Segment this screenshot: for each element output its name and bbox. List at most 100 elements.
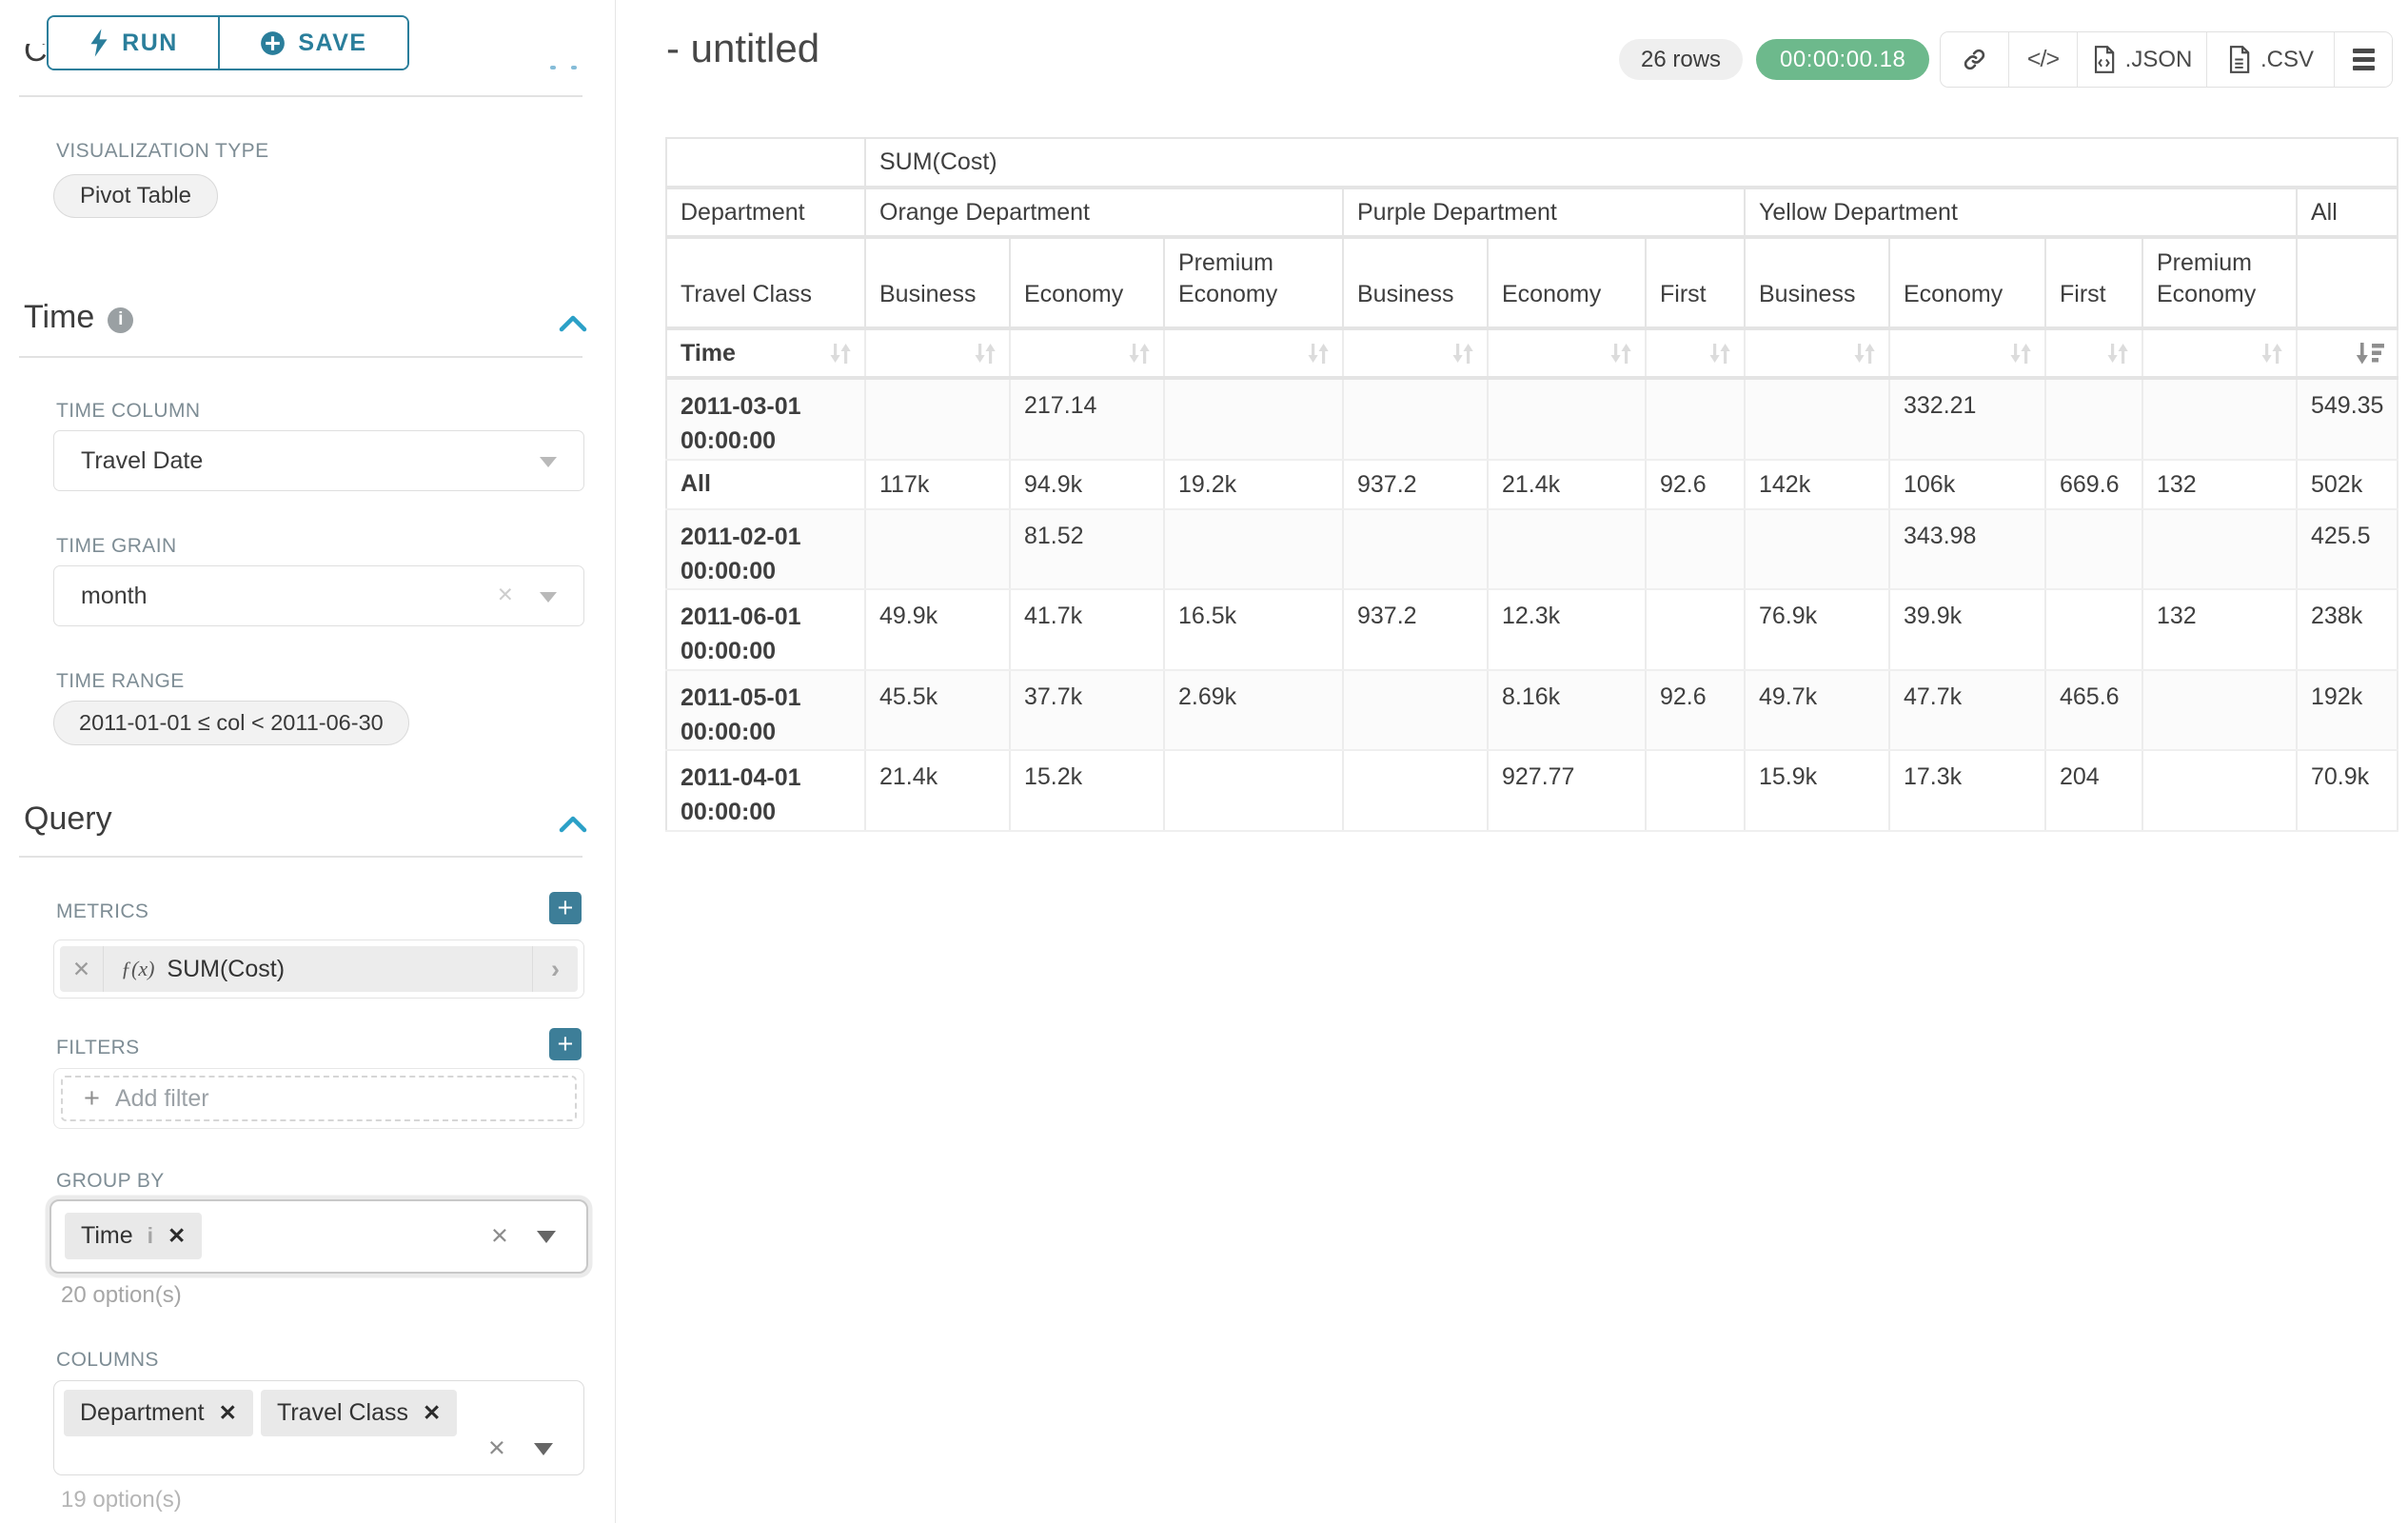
pivot-dimension-header: Travel Class — [666, 237, 865, 328]
pivot-sort-column[interactable] — [1343, 328, 1488, 378]
columns-chip[interactable]: Department ✕ — [64, 1390, 253, 1436]
sort-icon — [1449, 341, 1477, 366]
pivot-cell: 76.9k — [1745, 589, 1889, 670]
pivot-sort-column[interactable] — [865, 328, 1010, 378]
copy-link-button[interactable] — [1941, 32, 2009, 87]
viz-type-value: Pivot Table — [80, 183, 191, 209]
more-options-button[interactable] — [2335, 32, 2392, 87]
query-section-header: Query — [24, 801, 112, 838]
save-button-label: SAVE — [298, 30, 366, 57]
lightning-icon — [89, 29, 109, 57]
pivot-cell — [1646, 378, 1745, 460]
add-metric-button[interactable]: + — [549, 892, 582, 924]
json-file-icon — [2092, 46, 2116, 73]
pivot-cell: 39.9k — [1889, 589, 2045, 670]
pivot-class-header: First — [2045, 237, 2142, 328]
pivot-row: 2011-03-0100:00:00217.14332.21549.35 — [666, 378, 2398, 460]
save-button[interactable]: SAVE — [220, 17, 407, 69]
pivot-sort-column[interactable] — [1646, 328, 1745, 378]
pivot-cell: 132 — [2142, 460, 2297, 509]
metric-item[interactable]: ✕ ƒ(x) SUM(Cost) › — [60, 946, 578, 992]
add-filter-label: Add filter — [115, 1085, 209, 1113]
pivot-row: All117k94.9k19.2k937.221.4k92.6142k106k6… — [666, 460, 2398, 509]
remove-chip-icon[interactable]: ✕ — [219, 1400, 237, 1426]
pivot-sort-column[interactable] — [1889, 328, 2045, 378]
pivot-cell — [1488, 509, 1646, 590]
pivot-sort-column[interactable] — [2045, 328, 2142, 378]
pivot-sort-time[interactable]: Time — [666, 328, 865, 378]
pivot-cell: 425.5 — [2297, 509, 2398, 590]
info-icon: i — [148, 1223, 153, 1249]
pivot-sort-column[interactable] — [1488, 328, 1646, 378]
pivot-cell: 49.9k — [865, 589, 1010, 670]
pivot-sort-column[interactable] — [1745, 328, 1889, 378]
section-divider — [19, 356, 582, 358]
pivot-cell: 21.4k — [1488, 460, 1646, 509]
time-grain-select[interactable]: month × — [53, 565, 584, 626]
pivot-row-label: 2011-04-0100:00:00 — [666, 750, 865, 831]
group-by-chip[interactable]: Time i ✕ — [65, 1213, 202, 1259]
pivot-cell: 2.69k — [1164, 670, 1343, 751]
pivot-sort-column[interactable] — [1010, 328, 1164, 378]
expand-metric-icon[interactable]: › — [532, 946, 578, 992]
query-section-title: Query — [24, 801, 112, 838]
pivot-cell — [2142, 750, 2297, 831]
run-button[interactable]: RUN — [49, 17, 220, 69]
sort-icon — [1607, 341, 1635, 366]
metric-value: SUM(Cost) — [167, 956, 285, 983]
view-query-button[interactable]: </> — [2009, 32, 2078, 87]
time-column-select[interactable]: Travel Date — [53, 430, 584, 491]
export-json-button[interactable]: .JSON — [2078, 32, 2207, 87]
time-section-header: Time i — [24, 299, 133, 336]
chip-label: Time — [81, 1222, 133, 1250]
remove-chip-icon[interactable]: ✕ — [423, 1400, 441, 1426]
pivot-cell: 12.3k — [1488, 589, 1646, 670]
clear-icon[interactable]: × — [488, 1431, 505, 1465]
pivot-cell: 142k — [1745, 460, 1889, 509]
csv-file-icon — [2227, 46, 2251, 73]
pivot-cell — [1343, 670, 1488, 751]
viz-type-pill[interactable]: Pivot Table — [53, 174, 218, 218]
clear-icon[interactable]: × — [491, 1218, 508, 1253]
collapse-chevron-icon[interactable] — [558, 815, 588, 834]
pivot-cell: 204 — [2045, 750, 2142, 831]
pivot-cell: 15.2k — [1010, 750, 1164, 831]
remove-metric-icon[interactable]: ✕ — [60, 946, 104, 992]
pivot-cell — [1745, 378, 1889, 460]
add-filter-button[interactable]: + — [549, 1028, 582, 1060]
pivot-sort-column[interactable] — [2142, 328, 2297, 378]
chart-type-chevron-fragment — [571, 66, 577, 69]
export-json-label: .JSON — [2125, 47, 2193, 73]
pivot-cell — [1343, 378, 1488, 460]
chip-label: Department — [80, 1399, 205, 1427]
sort-icon — [2006, 341, 2035, 366]
pivot-cell — [865, 509, 1010, 590]
pivot-cell: 92.6 — [1646, 670, 1745, 751]
chevron-down-icon[interactable] — [534, 1443, 553, 1455]
remove-chip-icon[interactable]: ✕ — [168, 1223, 186, 1249]
pivot-class-header: Business — [1745, 237, 1889, 328]
columns-chip[interactable]: Travel Class ✕ — [261, 1390, 457, 1436]
chevron-down-icon[interactable] — [537, 1231, 556, 1243]
time-range-pill[interactable]: 2011-01-01 ≤ col < 2011-06-30 — [53, 701, 409, 745]
pivot-class-header: First — [1646, 237, 1745, 328]
chart-type-chevron-fragment — [550, 66, 556, 69]
pivot-cell: 465.6 — [2045, 670, 2142, 751]
pivot-department-header: Purple Department — [1343, 188, 1745, 237]
pivot-cell — [1488, 378, 1646, 460]
sort-icon — [826, 341, 855, 366]
export-csv-button[interactable]: .CSV — [2207, 32, 2335, 87]
collapse-chevron-icon[interactable] — [558, 314, 588, 333]
add-filter-dropzone[interactable]: + Add filter — [61, 1076, 577, 1121]
chart-title[interactable]: - untitled — [666, 26, 819, 71]
group-by-label: GROUP BY — [56, 1170, 165, 1193]
pivot-sort-column[interactable] — [2297, 328, 2398, 378]
sort-icon — [1125, 341, 1154, 366]
pivot-department-header: Orange Department — [865, 188, 1343, 237]
pivot-sort-column[interactable] — [1164, 328, 1343, 378]
pivot-cell — [1343, 509, 1488, 590]
pivot-class-header: Economy — [1488, 237, 1646, 328]
clear-icon[interactable]: × — [498, 580, 513, 610]
group-by-select[interactable]: Time i ✕ × — [49, 1199, 588, 1274]
columns-select[interactable]: Department ✕ Travel Class ✕ × — [53, 1380, 584, 1475]
